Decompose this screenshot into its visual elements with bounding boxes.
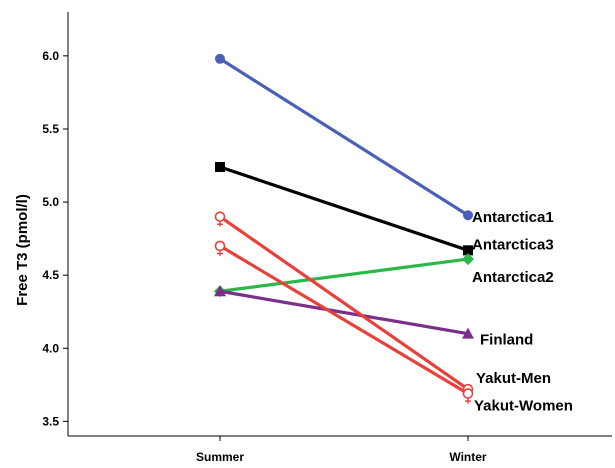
- point-marker-0: [215, 53, 225, 64]
- point-marker-1: [462, 253, 474, 266]
- point-marker-1: [463, 210, 473, 221]
- point-marker-1: [462, 327, 474, 339]
- series-label-yakut-women: Yakut-Women: [474, 398, 573, 415]
- series-finland: [214, 285, 474, 339]
- y-tick-label: 6.0: [42, 49, 59, 63]
- series-label-yakut-men: Yakut-Men: [476, 370, 551, 387]
- y-axis-title: Free T3 (pmol/l): [14, 194, 31, 306]
- series-antarctica3: [215, 161, 473, 256]
- axes: 3.5 4.0 4.5 5.0 5.5 6.0 Summer Winter: [42, 12, 612, 464]
- series-line-finland: [218, 289, 470, 336]
- series-label-antarctica2: Antarctica2: [472, 269, 554, 286]
- series-yakut-women: [214, 240, 474, 404]
- series-line-antarctica1: [218, 57, 470, 217]
- series-line-antarctica2: [218, 257, 470, 293]
- point-marker-0: [214, 240, 226, 252]
- y-tick-label: 3.5: [42, 414, 59, 428]
- series-label-antarctica1: Antarctica1: [472, 209, 554, 226]
- point-marker-1: [462, 388, 474, 399]
- point-marker-0: [214, 285, 226, 297]
- point-marker-0: [214, 211, 226, 222]
- series-antarctica2: [214, 253, 474, 298]
- series-layer: [214, 53, 474, 404]
- y-tick-label: 4.5: [42, 268, 59, 282]
- series-label-antarctica3: Antarctica3: [472, 236, 554, 253]
- series-label-finland: Finland: [480, 332, 533, 349]
- y-tick-label: 5.5: [42, 122, 59, 136]
- series-line-yakut-men: [218, 215, 470, 391]
- series-line-antarctica3: [218, 165, 470, 252]
- point-marker-1: [463, 245, 473, 256]
- point-marker-0: [215, 161, 225, 172]
- series-antarctica1: [215, 53, 473, 221]
- y-tick-label: 5.0: [42, 195, 59, 209]
- series-line-yakut-women: [218, 244, 470, 396]
- x-tick-label: Winter: [449, 450, 487, 464]
- series-labels: Antarctica1 Antarctica3 Antarctica2 Finland…: [472, 209, 573, 414]
- x-tick-label: Summer: [196, 450, 244, 464]
- y-tick-label: 4.0: [42, 341, 59, 355]
